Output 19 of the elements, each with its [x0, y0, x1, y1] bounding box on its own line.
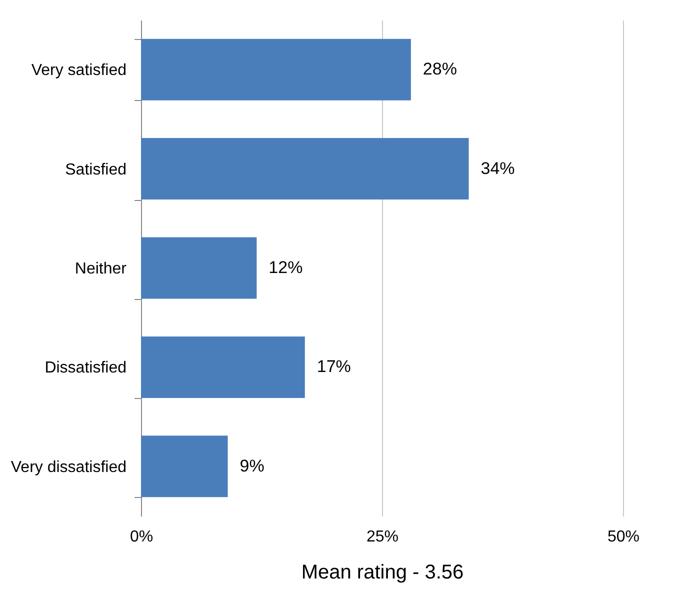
bar [141, 436, 228, 498]
bar [141, 138, 469, 200]
y-tick-label: Very dissatisfied [10, 458, 126, 476]
data-label: 12% [268, 258, 303, 277]
x-tick-label: 25% [366, 528, 399, 546]
data-label: 28% [422, 60, 457, 79]
y-tick-label: Satisfied [65, 161, 126, 178]
bar [141, 237, 257, 299]
y-tick-label: Neither [74, 260, 128, 278]
data-label: 34% [480, 158, 515, 178]
bar [141, 38, 411, 100]
x-tick-label: 0% [130, 528, 154, 546]
data-label: 17% [316, 357, 351, 376]
y-tick-label: Dissatisfied [44, 360, 126, 377]
data-label: 9% [240, 456, 264, 476]
bar [141, 336, 305, 398]
y-tick-label: Very satisfied [31, 62, 126, 80]
x-tick-label: 50% [607, 528, 640, 546]
x-axis-title: Mean rating - 3.56 [301, 562, 464, 584]
